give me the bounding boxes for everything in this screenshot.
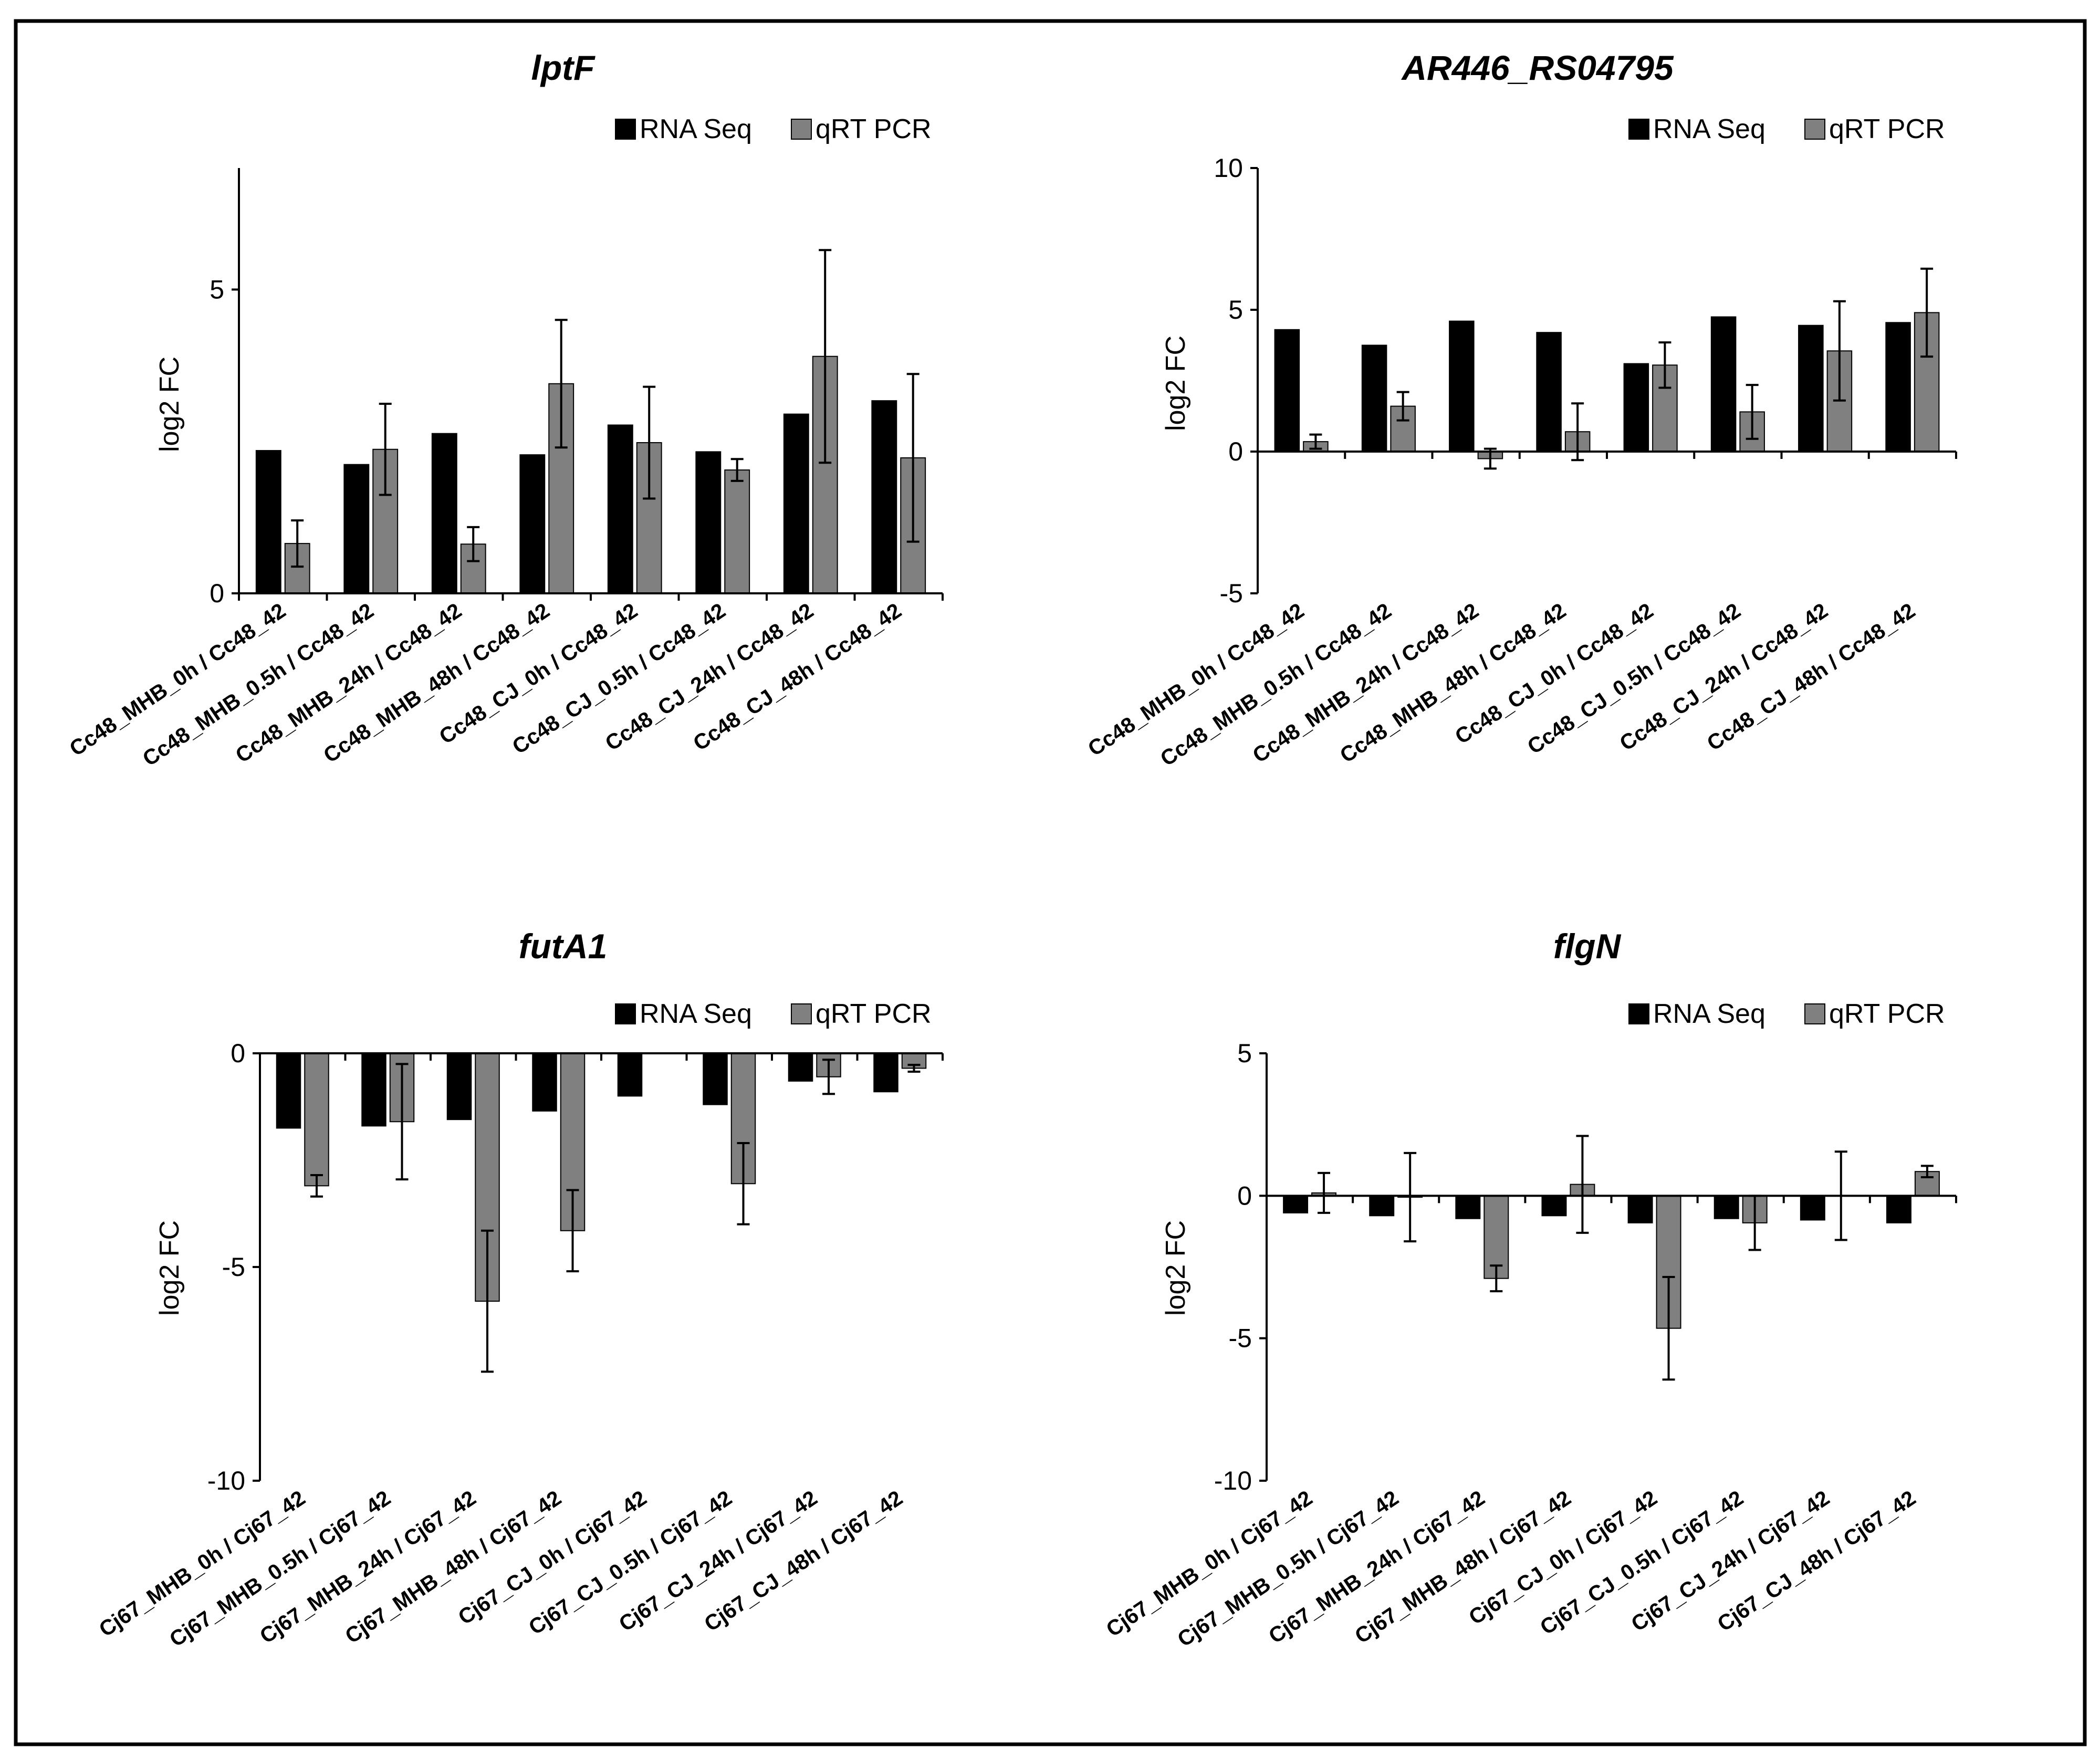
bar-rna-seq [1274,329,1300,452]
bar-rna-seq [703,1053,728,1105]
chart-title: lptF [531,48,596,87]
bar-rna-seq [343,464,370,594]
legend-swatch [1804,1003,1825,1024]
legend-label: RNA Seq [1653,114,1765,144]
bar-rna-seq [1885,322,1911,452]
bar-rna-seq [695,451,722,594]
y-axis-label: log2 FC [1161,336,1191,431]
bar-rna-seq [519,454,546,594]
bar-rna-seq [607,424,633,594]
legend-swatch [615,1003,636,1024]
bar-rna-seq [1886,1195,1911,1223]
bar-rna-seq [873,1053,898,1093]
legend-label: qRT PCR [1829,114,1945,144]
bar-rna-seq [1361,344,1387,452]
y-axis-label: log2 FC [154,1220,185,1316]
legend-label: RNA Seq [1653,999,1765,1029]
y-tick-label: 0 [231,1039,245,1068]
bar-rna-seq [1710,316,1737,452]
y-tick-label: -5 [1229,1324,1252,1353]
y-tick-label: -5 [222,1252,245,1282]
bar-rna-seq [1623,363,1649,452]
bar-rna-seq [783,413,809,594]
bar-qrt-pcr [724,469,750,594]
figure-border [14,19,2087,1746]
y-tick-label: 5 [1228,295,1243,324]
bar-rna-seq [1455,1195,1481,1219]
y-tick-label: -10 [207,1466,245,1495]
bar-rna-seq [1798,324,1824,453]
legend-swatch [791,1003,812,1024]
bar-rna-seq [1714,1195,1739,1219]
legend-swatch [1628,119,1649,140]
bar-rna-seq [255,450,281,594]
y-axis-label: log2 FC [154,357,185,452]
bar-rna-seq [871,400,897,594]
bar-rna-seq [532,1053,557,1112]
chart-title: futA1 [519,927,608,966]
bar-rna-seq [1283,1195,1309,1213]
bar-rna-seq [361,1053,386,1127]
legend-label: RNA Seq [640,114,752,144]
legend-swatch [615,119,636,140]
bar-rna-seq [1536,332,1562,453]
legend-swatch [791,119,812,140]
bar-rna-seq [446,1053,472,1121]
legend-label: qRT PCR [816,114,932,144]
bar-rna-seq [1449,320,1475,452]
bar-rna-seq [617,1053,643,1097]
legend-label: qRT PCR [1829,999,1945,1029]
y-tick-label: -5 [1220,579,1243,608]
y-tick-label: 0 [1228,437,1243,466]
legend-label: qRT PCR [816,999,932,1029]
legend-label: RNA Seq [640,999,752,1029]
y-tick-label: 10 [1214,153,1243,183]
y-tick-label: -10 [1214,1466,1252,1495]
y-tick-label: 5 [210,275,224,304]
bar-rna-seq [788,1053,813,1082]
chart-title: AR446_RS04795 [1401,48,1674,87]
bar-rna-seq [1369,1195,1395,1217]
legend-swatch [1804,119,1825,140]
bar-rna-seq [1800,1195,1825,1221]
y-tick-label: 5 [1237,1039,1252,1068]
bar-rna-seq [1541,1195,1567,1217]
legend-swatch [1628,1003,1649,1024]
bar-rna-seq [276,1053,301,1129]
bar-rna-seq [431,433,457,594]
bar-qrt-pcr [304,1053,329,1187]
y-tick-label: 0 [1237,1181,1252,1210]
bar-rna-seq [1627,1195,1653,1223]
y-axis-label: log2 FC [1161,1220,1191,1316]
chart-title: flgN [1553,927,1622,966]
y-tick-label: 0 [210,579,224,608]
